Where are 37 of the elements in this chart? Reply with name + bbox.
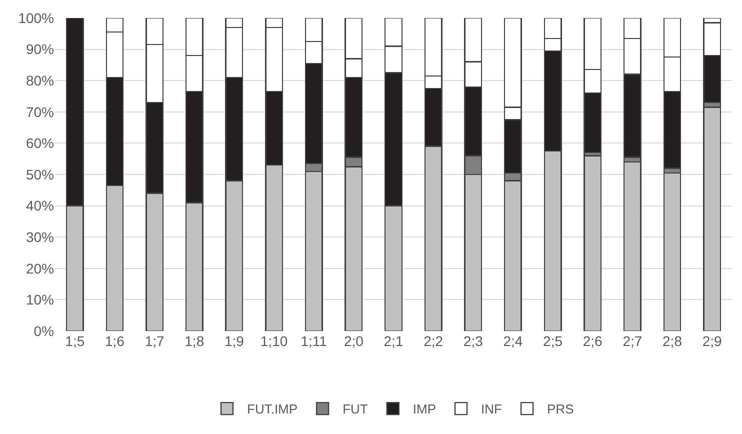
y-tick-label: 0% bbox=[34, 322, 54, 339]
x-tick-label: 2;0 bbox=[344, 333, 364, 349]
x-tick-label: 1;7 bbox=[144, 333, 164, 349]
legend-label: INF bbox=[481, 402, 502, 417]
x-tick-label: 1;9 bbox=[224, 333, 244, 349]
y-tick-label: 20% bbox=[26, 260, 54, 276]
x-tick-label: 2;1 bbox=[384, 333, 404, 349]
bar bbox=[663, 172, 682, 331]
y-tick-label: 80% bbox=[26, 72, 54, 88]
legend-label: FUT.IMP bbox=[247, 402, 298, 417]
x-tick-label: 1;5 bbox=[65, 333, 85, 349]
x-tick-label: 2;3 bbox=[463, 333, 484, 349]
x-tick-label: 2;7 bbox=[622, 333, 642, 349]
y-tick-label: 50% bbox=[26, 166, 54, 182]
y-tick-label: 30% bbox=[26, 229, 54, 245]
y-tick-label: 100% bbox=[18, 10, 54, 26]
y-tick-label: 60% bbox=[26, 135, 54, 152]
x-tick-label: 2;2 bbox=[424, 333, 444, 349]
y-tick-label: 70% bbox=[26, 104, 54, 120]
y-tick-label: 90% bbox=[26, 41, 54, 58]
x-tick-label: 2;4 bbox=[503, 333, 523, 349]
legend-label: FUT bbox=[342, 402, 368, 417]
y-tick-label: 40% bbox=[26, 198, 54, 214]
x-tick-label: 2;5 bbox=[543, 333, 563, 349]
legend-label: PRS bbox=[547, 402, 574, 417]
y-tick-label: 10% bbox=[26, 292, 54, 308]
bar bbox=[584, 155, 602, 331]
x-tick-label: 1;10 bbox=[260, 333, 288, 349]
x-tick-label: 2;9 bbox=[702, 333, 722, 349]
bar bbox=[703, 106, 722, 331]
legend-label: IMP bbox=[412, 402, 436, 417]
x-tick-label: 1;11 bbox=[300, 333, 328, 349]
x-tick-label: 2;6 bbox=[582, 333, 603, 349]
x-tick-label: 2;8 bbox=[662, 333, 682, 349]
x-tick-label: 1;8 bbox=[184, 333, 204, 349]
bar bbox=[623, 161, 642, 331]
x-tick-label: 1;6 bbox=[105, 333, 125, 349]
